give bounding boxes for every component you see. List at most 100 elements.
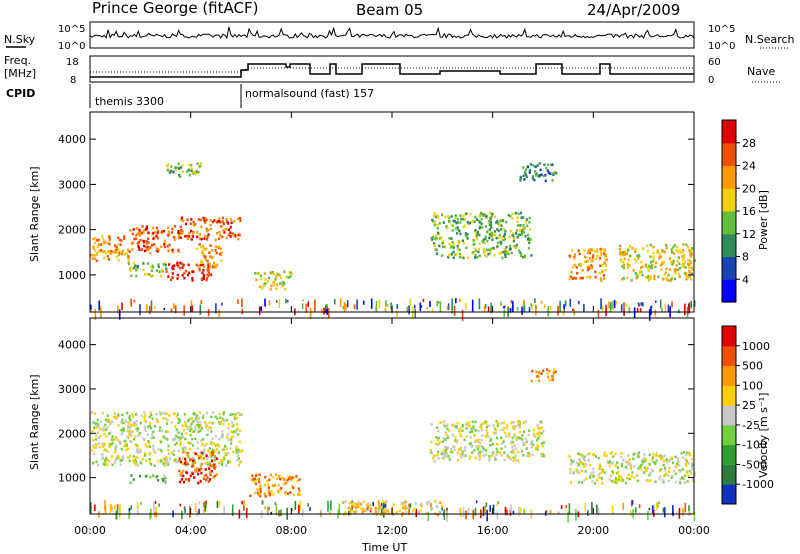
noise-mark [362, 300, 365, 305]
echo-cell [215, 473, 218, 476]
echo-cell [192, 459, 195, 463]
noise-mark [530, 303, 532, 307]
station-title: Prince George (fitACF) [92, 0, 258, 17]
echo-cell [108, 445, 111, 448]
echo-cell [481, 422, 484, 425]
echo-cell [130, 242, 133, 246]
echo-cell [592, 254, 595, 257]
echo-cell [506, 424, 509, 427]
echo-cell [514, 244, 517, 248]
echo-cell [177, 265, 180, 268]
noise-mark [453, 305, 456, 316]
echo-cell [471, 451, 474, 454]
echo-cell [682, 258, 685, 262]
echo-cell [546, 169, 549, 172]
noise-mark [496, 510, 499, 520]
noise-mark [506, 509, 508, 516]
echo-cell [200, 457, 203, 460]
echo-cell [542, 441, 545, 444]
echo-cell [504, 445, 507, 448]
echo-cell [230, 438, 233, 442]
echo-cell [640, 270, 643, 274]
echo-cell [569, 481, 572, 484]
noise-mark [94, 504, 96, 511]
echo-cell [128, 416, 131, 420]
echo-cell [92, 446, 96, 449]
echo-cell [210, 426, 213, 430]
noise-mark [191, 305, 194, 313]
echo-cell [597, 456, 600, 460]
echo-cell [90, 411, 93, 414]
echo-cell [509, 214, 512, 218]
noise-mark [640, 302, 643, 306]
echo-cell [209, 471, 212, 474]
noise-mark [136, 502, 139, 515]
echo-cell [141, 225, 144, 228]
noise-mark [314, 300, 316, 313]
echo-cell [162, 229, 165, 233]
echo-cell [673, 269, 676, 272]
echo-cell [623, 250, 627, 253]
echo-cell [528, 452, 531, 456]
echo-cell [469, 212, 472, 216]
echo-cell [478, 450, 481, 454]
echo-cell [191, 276, 194, 280]
noise-mark [443, 509, 446, 520]
echo-cell [445, 224, 448, 228]
echo-cell [108, 443, 111, 446]
echo-cell [199, 421, 202, 424]
echo-cell [182, 170, 185, 173]
echo-cell [608, 478, 611, 482]
echo-cell [166, 422, 169, 425]
echo-cell [123, 444, 126, 448]
nave-trace [90, 67, 694, 73]
echo-cell [691, 267, 694, 271]
echo-cell [580, 461, 583, 465]
echo-cell [118, 238, 122, 242]
echo-cell [682, 243, 685, 246]
echo-cell [659, 454, 662, 458]
colorbar-swatch [722, 165, 736, 189]
echo-cell [177, 232, 180, 235]
echo-cell [440, 236, 443, 239]
echo-cell [689, 255, 693, 258]
echo-cell [577, 462, 581, 465]
noise-mark [278, 510, 280, 517]
colorbar-swatch [722, 424, 736, 446]
echo-cell [503, 253, 507, 256]
echo-cell [685, 462, 688, 466]
noise-mark [490, 302, 492, 314]
noise-mark [174, 305, 177, 314]
echo-cell [635, 260, 638, 263]
echo-cell [693, 259, 697, 262]
echo-cell [111, 420, 114, 424]
echo-cell [192, 420, 195, 423]
echo-cell [187, 441, 190, 444]
noise-mark [503, 309, 506, 317]
echo-cell [196, 423, 199, 427]
echo-cell [237, 433, 240, 436]
echo-cell [456, 439, 459, 442]
echo-cell [638, 272, 641, 275]
echo-cell [580, 469, 583, 473]
echo-cell [172, 235, 175, 239]
echo-cell [509, 229, 512, 233]
echo-cell [593, 482, 596, 485]
echo-cell [210, 442, 213, 446]
echo-cell [552, 372, 556, 375]
echo-cell [532, 428, 535, 432]
echo-cell [628, 254, 632, 258]
echo-cell [270, 271, 273, 275]
echo-cell [197, 218, 200, 221]
noise-mark [150, 300, 153, 312]
echo-cell [667, 479, 671, 483]
echo-cell [524, 173, 527, 177]
echo-cell [475, 235, 478, 238]
echo-cell [456, 451, 459, 455]
echo-cell [288, 476, 292, 479]
echo-cell [190, 457, 193, 461]
echo-cell [462, 242, 465, 245]
echo-cell [531, 453, 534, 456]
echo-cell [491, 443, 494, 446]
